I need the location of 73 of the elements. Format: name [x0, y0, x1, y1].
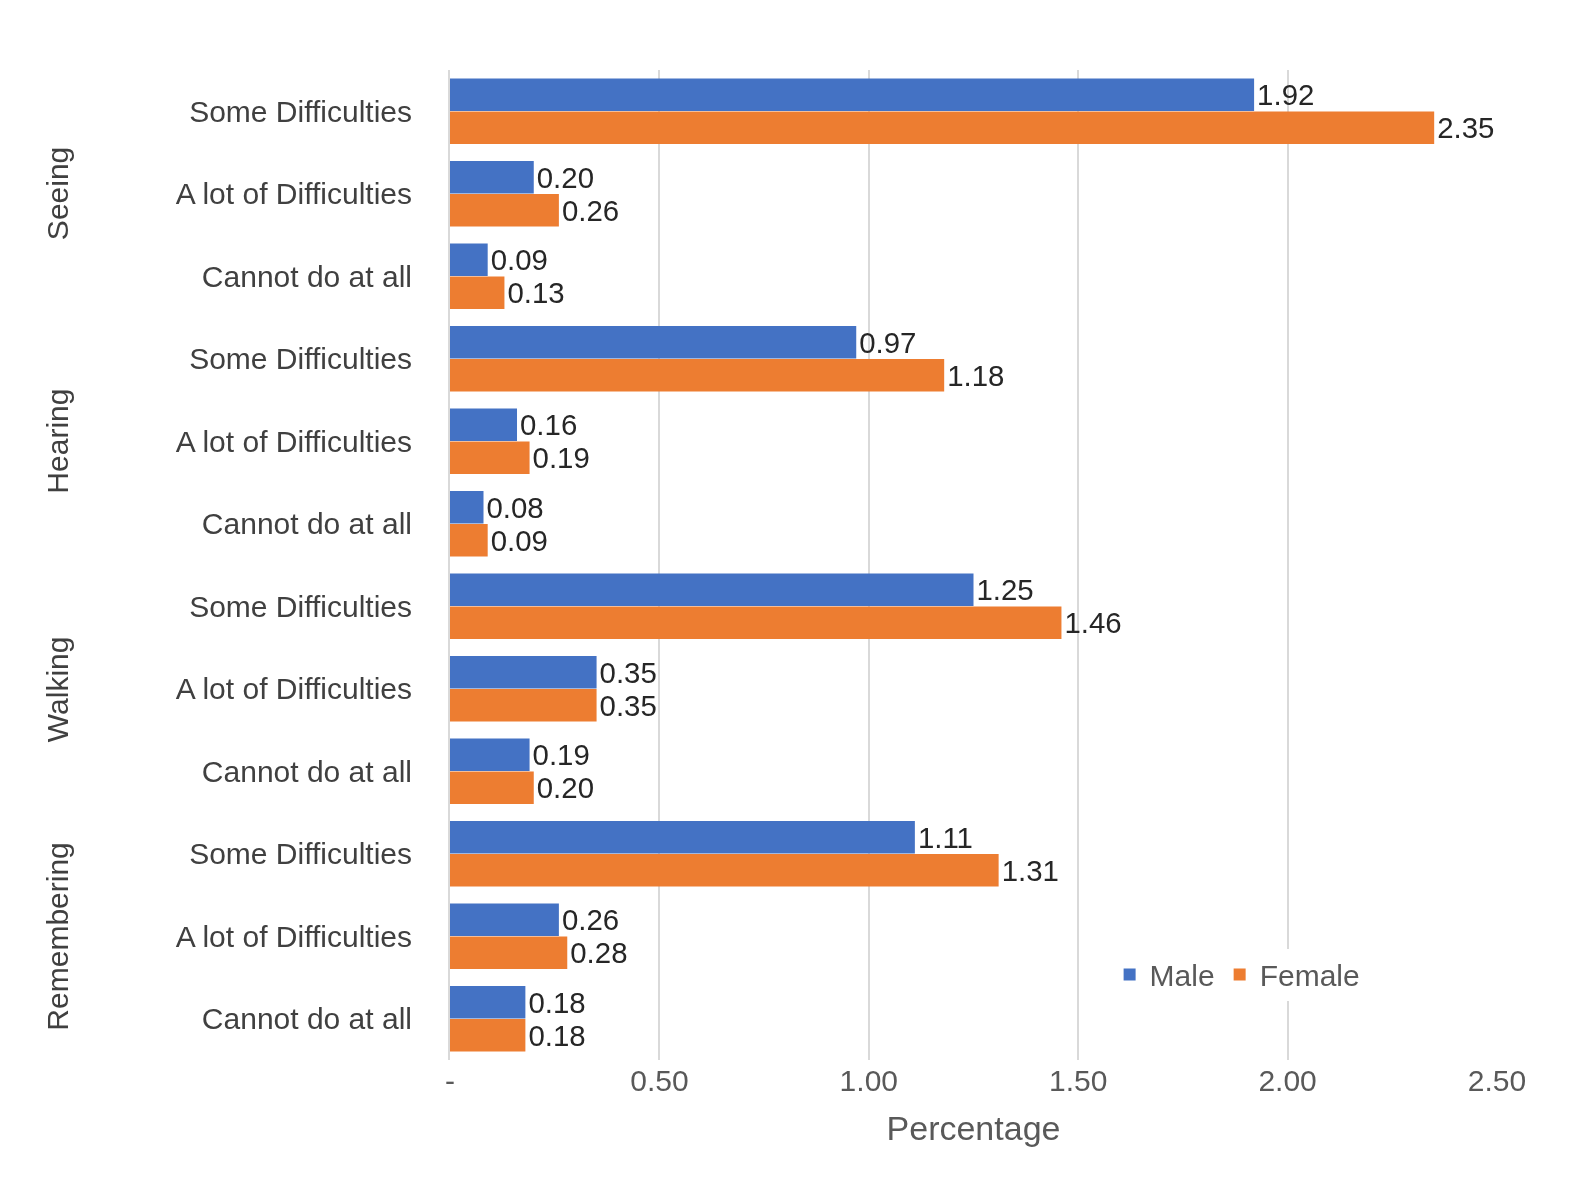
bar	[450, 276, 505, 309]
y-tick-label: Some Difficulties	[189, 342, 412, 376]
legend-label: Female	[1259, 959, 1360, 993]
x-tick-label: 1.50	[1049, 1064, 1108, 1097]
data-label: 1.31	[1001, 853, 1059, 887]
data-label: 0.08	[486, 490, 544, 524]
data-label: 1.46	[1064, 606, 1122, 640]
bar	[450, 573, 974, 606]
bar	[450, 738, 530, 771]
bar	[450, 936, 568, 969]
data-label: 0.26	[561, 903, 620, 937]
bar	[450, 656, 597, 689]
data-label: 1.11	[917, 820, 973, 854]
y-tick-label: Some Difficulties	[189, 837, 412, 871]
bar	[450, 986, 526, 1019]
data-label: 0.35	[599, 655, 657, 689]
data-label: 0.20	[536, 160, 594, 194]
data-label: 0.09	[490, 243, 548, 277]
y-tick-label: Cannot do at all	[201, 507, 412, 541]
bar	[450, 326, 857, 359]
y-tick-label: A lot of Difficulties	[175, 919, 412, 953]
y-tick-label: A lot of Difficulties	[175, 424, 412, 458]
text: Remembering	[41, 842, 75, 1031]
bar	[450, 771, 534, 804]
bar	[450, 606, 1062, 639]
data-label: 1.25	[976, 573, 1034, 607]
data-label: 0.26	[561, 193, 620, 227]
data-label: 0.19	[532, 738, 590, 772]
x-axis-title: Percentage	[886, 1109, 1061, 1148]
y-tick-label: Some Difficulties	[189, 589, 412, 623]
text: Hearing	[41, 388, 75, 494]
data-label: 0.09	[490, 523, 548, 557]
data-label: 1.18	[947, 358, 1005, 392]
bar	[450, 408, 518, 441]
bar	[450, 854, 999, 887]
y-tick-label: Cannot do at all	[201, 259, 412, 293]
y-tick-label: A lot of Difficulties	[175, 672, 412, 706]
data-label: 0.35	[599, 688, 657, 722]
data-label: 2.35	[1437, 111, 1495, 145]
bar	[450, 78, 1255, 111]
text: Seeing	[40, 146, 74, 241]
x-tick-label: 2.50	[1467, 1064, 1527, 1097]
data-label: 1.92	[1257, 78, 1315, 112]
bar	[450, 243, 488, 276]
y-tick-label: A lot of Difficulties	[175, 177, 412, 211]
bar	[450, 524, 488, 557]
x-tick-label: 0.50	[630, 1064, 689, 1097]
x-tick-label: -	[445, 1064, 455, 1097]
bar	[450, 161, 534, 194]
y-tick-label: Cannot do at all	[201, 754, 412, 788]
data-label: 0.28	[570, 936, 628, 970]
data-label: 0.18	[528, 985, 586, 1019]
data-label: 0.19	[532, 441, 590, 475]
bar	[450, 359, 945, 392]
bar	[450, 491, 484, 524]
bar	[450, 1019, 526, 1052]
bar	[450, 903, 559, 936]
y-tick-label: Cannot do at all	[201, 1002, 412, 1036]
data-label: 0.97	[859, 325, 917, 359]
x-tick-label: 2.00	[1258, 1064, 1317, 1097]
bar	[450, 689, 597, 722]
data-label: 0.20	[536, 771, 594, 805]
bar	[450, 111, 1435, 144]
x-tick-label: 1.00	[839, 1064, 898, 1097]
data-label: 0.13	[507, 276, 565, 310]
legend-label: Male	[1149, 959, 1215, 993]
data-label: 0.18	[528, 1018, 586, 1052]
y-tick-label: Some Difficulties	[189, 94, 412, 128]
text: Walking	[40, 636, 74, 743]
bar	[450, 441, 530, 474]
data-label: 0.16	[520, 408, 578, 442]
bar	[450, 821, 915, 854]
bar	[450, 194, 559, 227]
